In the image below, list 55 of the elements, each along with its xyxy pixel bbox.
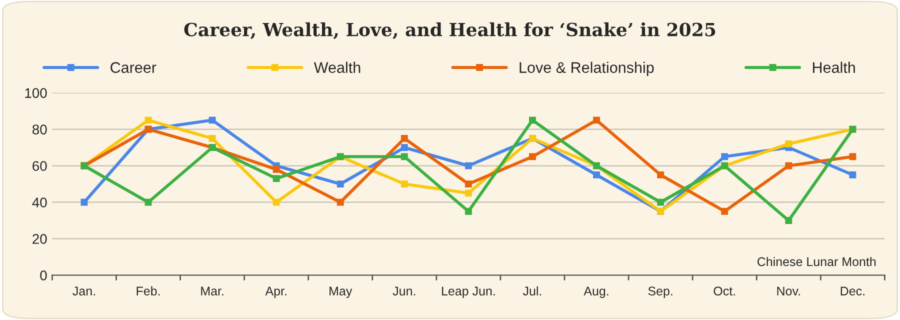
point [849, 153, 856, 160]
point [721, 208, 728, 215]
point [464, 208, 472, 215]
y-tick-label: 100 [25, 88, 47, 98]
point [208, 116, 216, 124]
x-tick-label: Oct. [714, 286, 735, 296]
point [721, 153, 728, 160]
point [272, 166, 280, 173]
point [657, 171, 664, 178]
x-tick-label: Leap Jun. [442, 286, 495, 298]
point [593, 116, 600, 124]
x-tick-label: Feb. [136, 286, 160, 296]
point [785, 140, 792, 148]
point [272, 175, 280, 182]
point [400, 144, 408, 151]
y-tick-label: 60 [32, 161, 47, 171]
point [464, 190, 472, 197]
point [464, 180, 472, 188]
y-tick-label: 0 [40, 270, 47, 280]
point [208, 134, 216, 142]
point [785, 217, 792, 224]
point [336, 198, 344, 206]
chart-title: Career, Wealth, Love, and Health for ‘Snake’ in 2025 [184, 22, 716, 40]
y-tick-label: 40 [32, 198, 47, 208]
x-axis-title: Chinese Lunar Month [758, 256, 876, 266]
y-tick-label: 20 [32, 234, 47, 244]
x-tick-label: Jan. [72, 286, 95, 296]
x-tick-label: Nov. [777, 286, 800, 296]
point [400, 180, 408, 188]
x-tick-label: Dec. [840, 286, 864, 296]
x-tick-label: Sep. [648, 286, 672, 298]
point [272, 198, 280, 206]
y-tick-label: 80 [32, 124, 47, 134]
point [144, 116, 152, 124]
point [400, 153, 408, 160]
point [593, 171, 600, 178]
point [80, 198, 88, 206]
legend-label: Health [812, 62, 855, 73]
point [336, 180, 344, 188]
x-tick-label: May [330, 286, 352, 298]
x-tick-label: Aug. [584, 286, 608, 298]
point [529, 116, 536, 124]
point [464, 162, 472, 170]
point [785, 162, 792, 170]
legend-label: Wealth [314, 62, 360, 73]
legend-label: Love & Relationship [520, 62, 654, 76]
legend-label: Career [110, 62, 156, 73]
x-tick-label: Apr. [265, 286, 286, 298]
point [657, 198, 664, 206]
x-tick-label: Jul. [522, 286, 542, 296]
point [529, 153, 536, 160]
point [400, 134, 408, 142]
x-tick-label: Mar. [201, 286, 224, 296]
point [849, 171, 856, 178]
x-tick-label: Jun. [392, 286, 416, 296]
